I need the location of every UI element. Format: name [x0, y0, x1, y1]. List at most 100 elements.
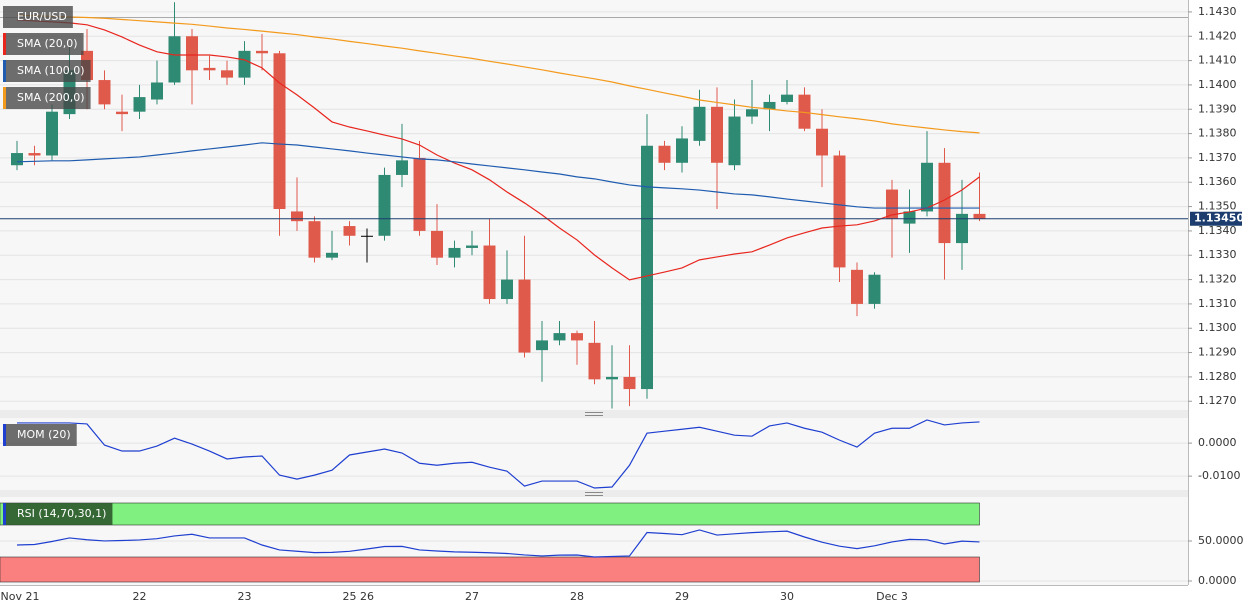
- candle-body: [466, 245, 478, 248]
- candle-body: [203, 67, 216, 71]
- candle-body: [833, 155, 846, 268]
- candle-body: [343, 226, 356, 236]
- y-tick-label: 1.1270: [1198, 394, 1237, 407]
- legend-label: SMA (200,0): [17, 91, 85, 104]
- candle-body: [518, 279, 531, 353]
- candle-body: [221, 70, 233, 78]
- candle-body: [151, 82, 163, 100]
- candle-body: [133, 97, 146, 112]
- legend-box: [3, 33, 84, 55]
- x-tick-label: Nov 21: [1, 590, 40, 603]
- candle-body: [711, 106, 723, 163]
- candle-body: [378, 174, 391, 236]
- candle-body: [816, 128, 828, 156]
- candle-body: [11, 153, 23, 166]
- legend-label: EUR/USD: [17, 10, 67, 23]
- candle-body: [746, 109, 758, 117]
- candle-body: [851, 269, 863, 304]
- candle-body: [658, 145, 671, 163]
- indicator-line: [16, 529, 980, 558]
- y-tick-label: 1.1330: [1198, 248, 1237, 261]
- legend-swatch: [3, 87, 6, 109]
- y-tick-label: 1.1420: [1198, 29, 1237, 42]
- legend-box: [3, 60, 91, 82]
- mom-panel: [0, 418, 1188, 490]
- x-tick-label: 27: [465, 590, 479, 603]
- candle-body: [868, 274, 881, 304]
- x-tick-label: 30: [780, 590, 794, 603]
- legend-box: [3, 6, 73, 28]
- legend-box: [3, 87, 91, 109]
- candle-body: [361, 235, 373, 237]
- candle-body: [973, 213, 986, 219]
- candle-body: [116, 111, 128, 115]
- candle-body: [921, 162, 933, 212]
- candle-body: [798, 94, 811, 129]
- y-tick-label: 1.1310: [1198, 297, 1237, 310]
- legend-label: SMA (100,0): [17, 64, 85, 77]
- sma-line: [16, 142, 980, 209]
- candle-body: [431, 230, 443, 258]
- legend-swatch: [3, 33, 6, 55]
- legend-label: MOM (20): [17, 428, 71, 441]
- resize-handle: [585, 412, 603, 496]
- legend-label: RSI (14,70,30,1): [17, 507, 106, 520]
- legend-box: [3, 503, 113, 525]
- y-tick-label: 50.0000: [1198, 534, 1244, 547]
- candle-body: [588, 342, 601, 380]
- candle-body: [413, 157, 426, 231]
- candle-body: [291, 211, 303, 222]
- y-tick-label: 1.1340: [1198, 224, 1237, 237]
- y-tick-label: -0.0100: [1198, 469, 1240, 482]
- y-tick-label: 1.1320: [1198, 273, 1237, 286]
- candle-body: [938, 162, 951, 244]
- y-tick-label: 1.1380: [1198, 127, 1237, 140]
- y-tick-label: 1.1390: [1198, 102, 1237, 115]
- x-tick-label: 29: [675, 590, 689, 603]
- x-tick-label: 22: [133, 590, 147, 603]
- candle-body: [956, 213, 968, 244]
- candle-body: [693, 106, 706, 141]
- oversold-band: [0, 556, 980, 583]
- y-tick-label: 1.1410: [1198, 54, 1237, 67]
- candle-body: [571, 333, 583, 341]
- y-tick-label: 1.1290: [1198, 346, 1237, 359]
- panel-separator[interactable]: [0, 410, 1188, 418]
- last-price-box: [1190, 211, 1242, 226]
- y-tick-label: 0.0000: [1198, 436, 1237, 449]
- y-tick-label: 1.1300: [1198, 321, 1237, 334]
- last-price-label: 1.13450: [1194, 212, 1244, 225]
- candle-body: [98, 80, 111, 105]
- candle-body: [186, 36, 198, 71]
- legend-box: [3, 424, 77, 446]
- x-tick-label: 25: [343, 590, 357, 603]
- candle-body: [903, 211, 916, 224]
- y-tick-label: 1.1360: [1198, 175, 1237, 188]
- sma-line: [16, 14, 980, 134]
- candle-body: [606, 376, 618, 380]
- overbought-band: [0, 502, 980, 526]
- candle-body: [501, 279, 513, 300]
- y-tick-label: 1.1370: [1198, 151, 1237, 164]
- candle-body: [256, 50, 268, 54]
- candle-body: [28, 153, 41, 156]
- candle-body: [676, 138, 688, 163]
- candle-body: [641, 145, 653, 390]
- candle-body: [781, 94, 793, 102]
- legend-label: SMA (20,0): [17, 37, 78, 50]
- y-tick-label: 1.1430: [1198, 5, 1237, 18]
- x-tick-label: 23: [238, 590, 252, 603]
- x-tick-label: 28: [570, 590, 584, 603]
- candle-body: [46, 111, 58, 156]
- y-tick-label: 1.1280: [1198, 370, 1237, 383]
- candle-body: [623, 376, 636, 390]
- candle-body: [536, 340, 548, 351]
- candle-body: [553, 333, 566, 341]
- legend-swatch: [3, 60, 6, 82]
- panel-separator[interactable]: [0, 490, 1188, 497]
- y-tick-label: 1.1350: [1198, 200, 1237, 213]
- indicator-line: [17, 419, 980, 489]
- candle-body: [886, 189, 898, 219]
- legend-swatch: [3, 424, 6, 446]
